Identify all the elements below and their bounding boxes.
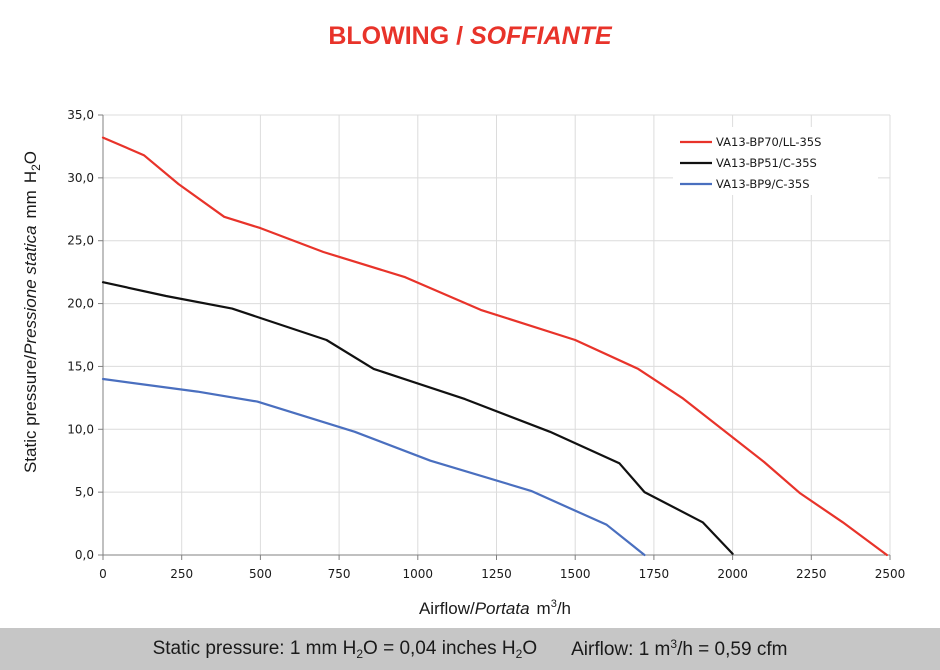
x-tick-label: 750 xyxy=(328,567,351,581)
legend-label-3: VA13-BP9/C-35S xyxy=(716,177,810,191)
chart-title-sep: / xyxy=(449,22,470,50)
legend: VA13-BP70/LL-35S VA13-BP51/C-35S VA13-BP9/… xyxy=(673,127,878,195)
y-tick-label: 15,0 xyxy=(67,359,94,373)
y-tick-label: 25,0 xyxy=(67,234,94,248)
pressure-conversion: Static pressure: 1 mm H2O = 0,04 inches … xyxy=(152,637,538,661)
x-axis-label: Airflow/Portata m3/h xyxy=(419,598,571,618)
y-tick-label: 10,0 xyxy=(67,422,94,436)
series-line-2 xyxy=(101,281,734,555)
y-axis-label: Static pressure/Pressione staticammH2O xyxy=(21,151,43,473)
x-tick-label: 1000 xyxy=(403,567,434,581)
y-tick-label: 35,0 xyxy=(67,108,94,122)
grid xyxy=(103,114,891,555)
chart-title: BLOWING / SOFFIANTE xyxy=(0,22,940,51)
y-tick-label: 20,0 xyxy=(67,297,94,311)
series xyxy=(101,136,889,557)
legend-label-1: VA13-BP70/LL-35S xyxy=(716,135,821,149)
tick-labels: 0,0 5,0 10,0 15,0 20,0 25,0 30,0 35,0 0 250 500 750… xyxy=(67,108,905,581)
y-tick-label: 0,0 xyxy=(75,548,94,562)
airflow-conversion: Airflow: 1 m3/h = 0,59 cfm xyxy=(571,637,788,660)
conversion-footer: Static pressure: 1 mm H2O = 0,04 inches … xyxy=(0,628,940,670)
series-line-1 xyxy=(101,136,889,557)
y-tick-label: 5,0 xyxy=(75,485,94,499)
x-tick-label: 2500 xyxy=(875,567,906,581)
x-tick-label: 2250 xyxy=(796,567,827,581)
x-tick-label: 500 xyxy=(249,567,272,581)
chart-title-italic: SOFFIANTE xyxy=(470,22,612,50)
x-tick-label: 2000 xyxy=(717,567,748,581)
series-line-3 xyxy=(101,377,646,557)
chart: 0,0 5,0 10,0 15,0 20,0 25,0 30,0 35,0 0 250 500 750… xyxy=(21,108,905,618)
chart-title-main: BLOWING xyxy=(328,22,450,50)
x-tick-label: 1750 xyxy=(639,567,670,581)
x-tick-label: 1500 xyxy=(560,567,591,581)
axes xyxy=(98,114,891,560)
y-tick-label: 30,0 xyxy=(67,171,94,185)
x-tick-label: 1250 xyxy=(481,567,512,581)
legend-label-2: VA13-BP51/C-35S xyxy=(716,156,817,170)
x-tick-label: 0 xyxy=(99,567,107,581)
x-tick-label: 250 xyxy=(170,567,193,581)
